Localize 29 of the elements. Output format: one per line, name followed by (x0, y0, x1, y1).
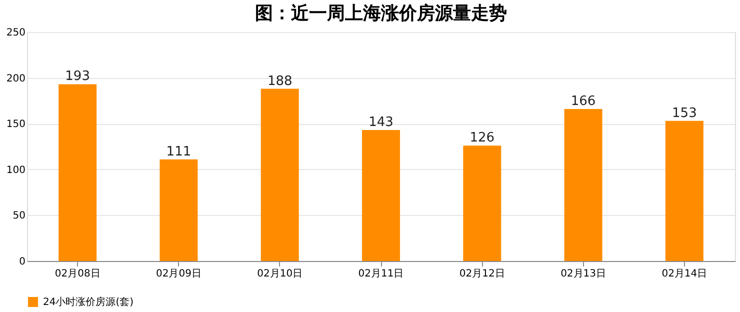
x-tick-label: 02月13日 (560, 268, 606, 280)
x-tick-label: 02月12日 (459, 268, 505, 280)
x-tick-label: 02月11日 (358, 268, 404, 280)
bar (260, 88, 299, 261)
data-label: 166 (570, 94, 596, 109)
data-label: 188 (267, 74, 292, 89)
y-tick-label: 100 (6, 164, 26, 176)
bar (665, 120, 704, 261)
bar (160, 159, 198, 261)
data-label: 143 (368, 115, 394, 130)
x-tick-label: 02月08日 (54, 268, 100, 280)
chart-title: 图：近一周上海涨价房源量走势 (255, 3, 507, 24)
y-tick-label: 50 (12, 210, 26, 222)
x-tick-label: 02月09日 (156, 268, 202, 280)
data-label: 126 (470, 130, 495, 146)
y-tick-label: 250 (6, 28, 26, 38)
bar (58, 84, 97, 261)
x-tick-label: 02月10日 (257, 268, 303, 280)
data-label: 193 (65, 69, 90, 84)
y-tick-label: 200 (6, 73, 26, 84)
bar (362, 130, 400, 261)
data-label: 111 (166, 144, 192, 160)
legend-label: 24小时涨价房源(套) (43, 296, 134, 308)
y-tick-label: 0 (19, 256, 26, 268)
bar (564, 108, 602, 261)
x-tick-label: 02月14日 (662, 268, 708, 280)
data-label: 153 (672, 106, 697, 121)
bar (463, 146, 502, 261)
y-tick-label: 150 (6, 119, 26, 130)
